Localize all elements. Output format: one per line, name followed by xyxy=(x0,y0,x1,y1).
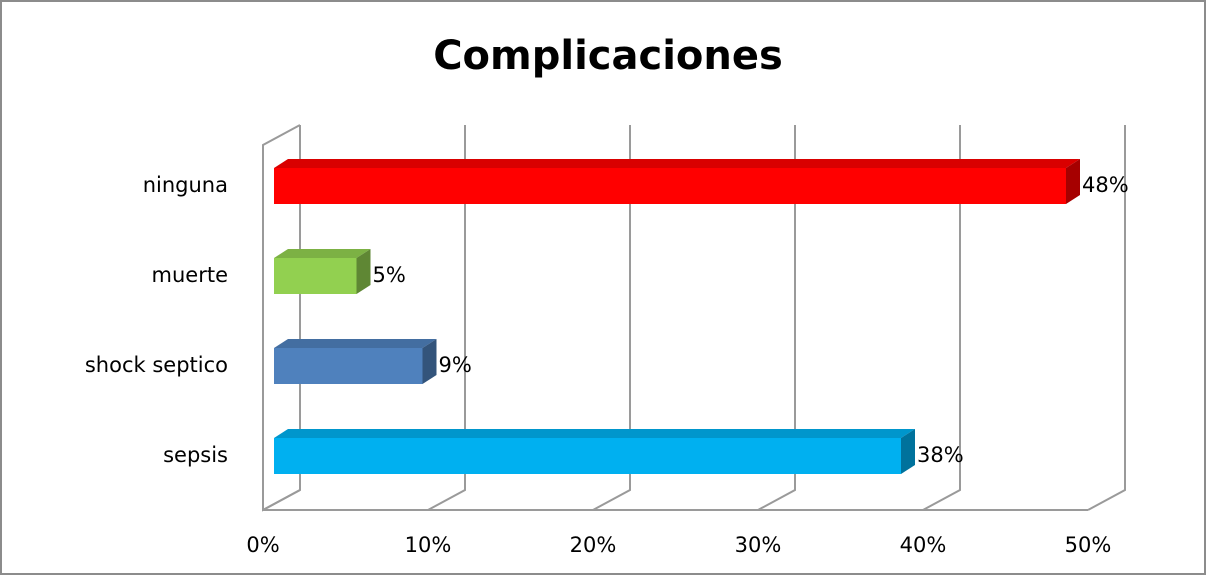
value-label: 9% xyxy=(439,353,472,377)
chart-title: Complicaciones xyxy=(433,33,783,79)
x-tick-label: 20% xyxy=(570,533,617,557)
bar-top xyxy=(274,249,371,258)
x-tick-label: 10% xyxy=(405,533,452,557)
x-tick-label: 40% xyxy=(900,533,947,557)
grid-line xyxy=(262,125,301,511)
x-tick-label: 30% xyxy=(735,533,782,557)
x-tick-label: 50% xyxy=(1065,533,1112,557)
bar-top xyxy=(274,159,1080,168)
bar-side xyxy=(1066,159,1080,204)
grid-line xyxy=(922,125,961,511)
category-label: shock septico xyxy=(85,353,228,377)
value-label: 48% xyxy=(1082,173,1129,197)
category-label: sepsis xyxy=(163,443,228,467)
grid-line xyxy=(592,125,631,511)
category-label: muerte xyxy=(152,263,228,287)
grid-line xyxy=(1087,125,1126,511)
bar-side xyxy=(356,249,371,294)
value-label: 38% xyxy=(917,443,964,467)
grid-line xyxy=(757,125,796,511)
bar xyxy=(274,438,901,474)
bar xyxy=(274,258,357,294)
value-label: 5% xyxy=(373,263,406,287)
x-tick-label: 0% xyxy=(246,533,279,557)
bar-side xyxy=(422,339,437,384)
bar xyxy=(274,348,423,384)
category-label: ninguna xyxy=(143,173,228,197)
bar-top xyxy=(274,429,915,438)
bar-top xyxy=(274,339,437,348)
bar xyxy=(274,168,1066,204)
bar-side xyxy=(901,429,915,474)
grid-line xyxy=(427,125,466,511)
